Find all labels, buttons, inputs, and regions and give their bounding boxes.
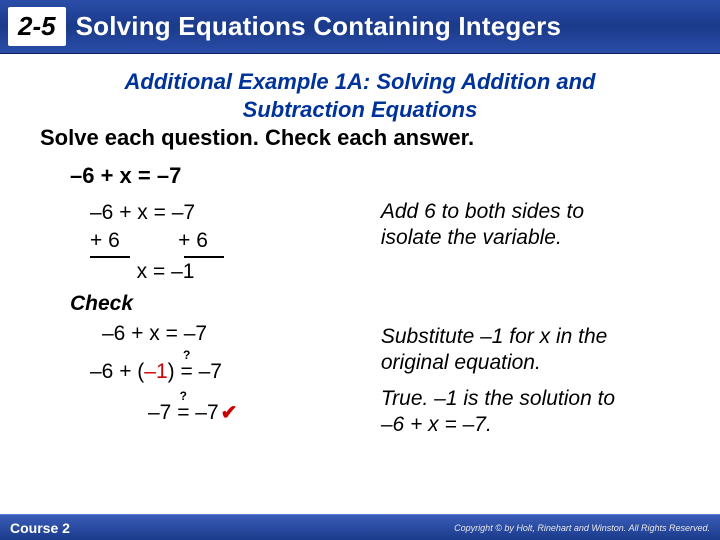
example-title-line1: Additional Example 1A: Solving Addition … [40,68,680,96]
lesson-title: Solving Equations Containing Integers [76,11,562,42]
work-area: –6 + x = –7 + 6 + 6 x = –1 Check –6 + x … [90,199,680,439]
step-original: –6 + x = –7 [90,199,341,227]
example-header: Additional Example 1A: Solving Addition … [40,68,680,123]
substituted-value: –1 [144,360,167,383]
note-1: Add 6 to both sides to isolate the varia… [381,199,680,252]
explanation-notes: Add 6 to both sides to isolate the varia… [381,199,680,439]
lesson-number-badge: 2-5 [8,7,66,46]
add-left: + 6 [90,229,120,252]
add-right: + 6 [178,229,208,252]
check-original: –6 + x = –7 [102,320,341,348]
question-equals-2: ?= [177,399,189,427]
copyright-text: Copyright © by Holt, Rinehart and Winsto… [454,523,710,533]
step-add6: + 6 + 6 [90,227,341,255]
step-result: x = –1 [90,258,341,286]
note-3: True. –1 is the solution to –6 + x = –7. [381,386,680,439]
check-substitute: –6 + (–1) ?= –7 [90,358,341,386]
question-equals-1: ?= [180,358,192,386]
note-2: Substitute –1 for x in the original equa… [381,324,680,377]
checkmark-icon: ✔ [221,402,238,424]
example-title-line2: Subtraction Equations [40,96,680,124]
work-steps: –6 + x = –7 + 6 + 6 x = –1 Check –6 + x … [90,199,341,439]
course-label: Course 2 [10,520,70,536]
check-final: –7 ?= –7✔ [148,399,341,427]
footer-bar: Course 2 Copyright © by Holt, Rinehart a… [0,514,720,540]
problem-equation: –6 + x = –7 [70,163,680,189]
instruction-text: Solve each question. Check each answer. [40,125,680,151]
slide-content: Additional Example 1A: Solving Addition … [0,54,720,439]
title-bar: 2-5 Solving Equations Containing Integer… [0,0,720,54]
check-label: Check [70,292,341,316]
